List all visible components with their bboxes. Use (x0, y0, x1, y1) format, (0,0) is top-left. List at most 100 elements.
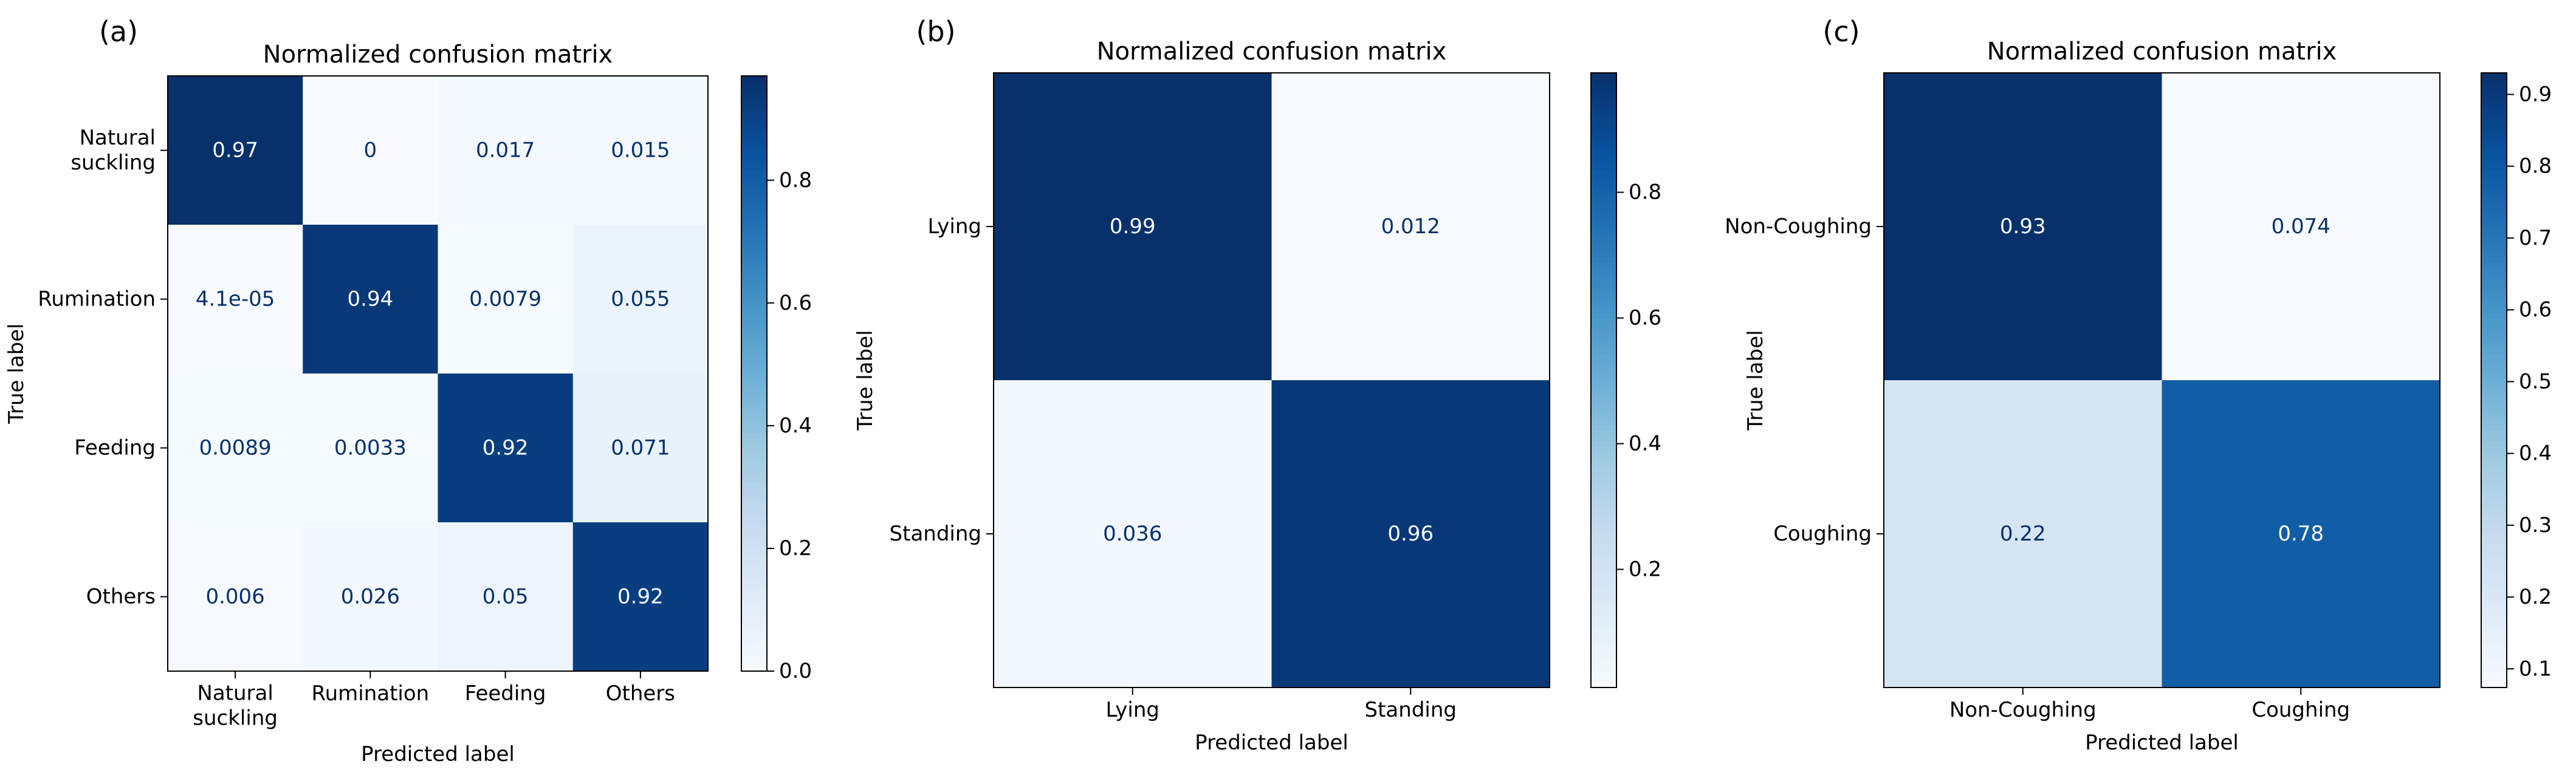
colorbar-tick-label: 0.0 (779, 659, 812, 683)
colorbar-tick-label: 0.6 (2519, 298, 2552, 322)
colorbar-segment (741, 338, 767, 344)
colorbar-segment (1591, 134, 1616, 140)
colorbar-segment (741, 567, 767, 573)
x-tick-label: Standing (1365, 698, 1457, 722)
colorbar-segment (741, 606, 767, 612)
colorbar-segment (1591, 190, 1616, 196)
colorbar-segment (2481, 615, 2507, 621)
colorbar-segment (2481, 579, 2507, 585)
cell-value-label: 0.074 (2272, 214, 2330, 239)
matrix-cell (168, 522, 303, 672)
colorbar-segment (741, 344, 767, 349)
cell-value-label: 0.22 (2000, 522, 2046, 546)
colorbar-segment (741, 621, 767, 627)
colorbar-segment (2481, 170, 2507, 176)
y-tick-label: Rumination (38, 287, 156, 312)
colorbar-segment (1591, 636, 1616, 642)
colorbar-segment (741, 408, 767, 414)
colorbar-segment (741, 125, 767, 131)
colorbar-segment (741, 388, 767, 394)
chart-title: Normalized confusion matrix (1097, 38, 1447, 66)
colorbar-segment (2481, 651, 2507, 657)
matrix-cell (438, 374, 574, 523)
y-tick-label: Standing (890, 522, 981, 546)
colorbar-segment (1591, 559, 1616, 565)
matrix-cell (168, 374, 303, 523)
colorbar-segment (741, 487, 767, 493)
colorbar-segment (1591, 293, 1616, 299)
colorbar-tick-label: 0.8 (2519, 154, 2552, 179)
colorbar-segment (1591, 626, 1616, 632)
colorbar-tick-label: 0.9 (2519, 82, 2552, 106)
matrix-cell (572, 225, 709, 374)
colorbar-segment (741, 616, 767, 622)
colorbar-segment (741, 557, 767, 562)
colorbar-segment (1591, 288, 1616, 294)
colorbar-segment (2481, 303, 2507, 309)
y-tick-label: Others (86, 585, 156, 609)
colorbar-segment (1591, 457, 1616, 463)
colorbar-segment (1591, 221, 1616, 227)
colorbar-segment (2481, 641, 2507, 647)
colorbar-segment (1591, 436, 1616, 442)
colorbar-segment (2481, 349, 2507, 355)
colorbar-tick-label: 0.2 (1629, 557, 1661, 581)
colorbar-segment (741, 517, 767, 523)
colorbar-segment (2481, 339, 2507, 345)
colorbar-segment (741, 349, 767, 354)
colorbar-segment (1591, 400, 1616, 406)
colorbar-segment (741, 254, 767, 260)
colorbar-segment (1591, 227, 1616, 233)
colorbar-segment (1591, 313, 1616, 319)
colorbar-segment (1591, 600, 1616, 606)
colorbar-segment (2481, 488, 2507, 494)
colorbar-segment (741, 502, 767, 508)
colorbar-segment (1591, 534, 1616, 540)
colorbar-segment (741, 552, 767, 558)
colorbar-segment (2481, 114, 2507, 120)
colorbar-segment (1591, 575, 1616, 581)
colorbar-segment (741, 120, 767, 126)
colorbar-segment (2481, 477, 2507, 483)
colorbar-segment (2481, 575, 2507, 581)
matrix-cell (994, 73, 1272, 381)
colorbar-segment (2481, 252, 2507, 258)
colorbar-segment (741, 145, 767, 151)
colorbar-segment (1591, 488, 1616, 494)
colorbar-segment (1591, 641, 1616, 647)
panel-label: (c) (1822, 15, 1860, 48)
colorbar-segment (741, 448, 767, 454)
colorbar-segment (1591, 380, 1616, 386)
y-tick-label: Natural suckling (70, 126, 156, 175)
colorbar-segment (2481, 564, 2507, 570)
colorbar-segment (2481, 442, 2507, 448)
colorbar-segment (1591, 272, 1616, 278)
colorbar-segment (1591, 579, 1616, 585)
colorbar-segment (1591, 585, 1616, 591)
colorbar-segment (741, 438, 767, 443)
colorbar-segment (2481, 354, 2507, 360)
colorbar-segment (1591, 349, 1616, 355)
colorbar-segment (2481, 646, 2507, 652)
colorbar-segment (1591, 513, 1616, 519)
colorbar-segment (1591, 170, 1616, 176)
colorbar-segment (741, 507, 767, 513)
colorbar-segment (1591, 114, 1616, 120)
colorbar-segment (741, 230, 767, 235)
colorbar-segment (741, 522, 767, 528)
colorbar-segment (2481, 242, 2507, 248)
colorbar-segment (1591, 615, 1616, 621)
panel-a: (a) Normalized confusion matrix 0.97 0 0.017… (4, 15, 812, 766)
colorbar-segment (1591, 318, 1616, 324)
colorbar-segment (2481, 416, 2507, 422)
colorbar-segment (2481, 375, 2507, 381)
colorbar-tick-label: 0.2 (2519, 585, 2552, 609)
colorbar-segment (1591, 493, 1616, 499)
colorbar-segment (1591, 503, 1616, 509)
colorbar-segment (741, 383, 767, 389)
colorbar-segment (741, 666, 767, 672)
cell-value-label: 0.036 (1103, 522, 1162, 546)
colorbar-segment (1591, 452, 1616, 458)
colorbar-segment (1591, 508, 1616, 514)
